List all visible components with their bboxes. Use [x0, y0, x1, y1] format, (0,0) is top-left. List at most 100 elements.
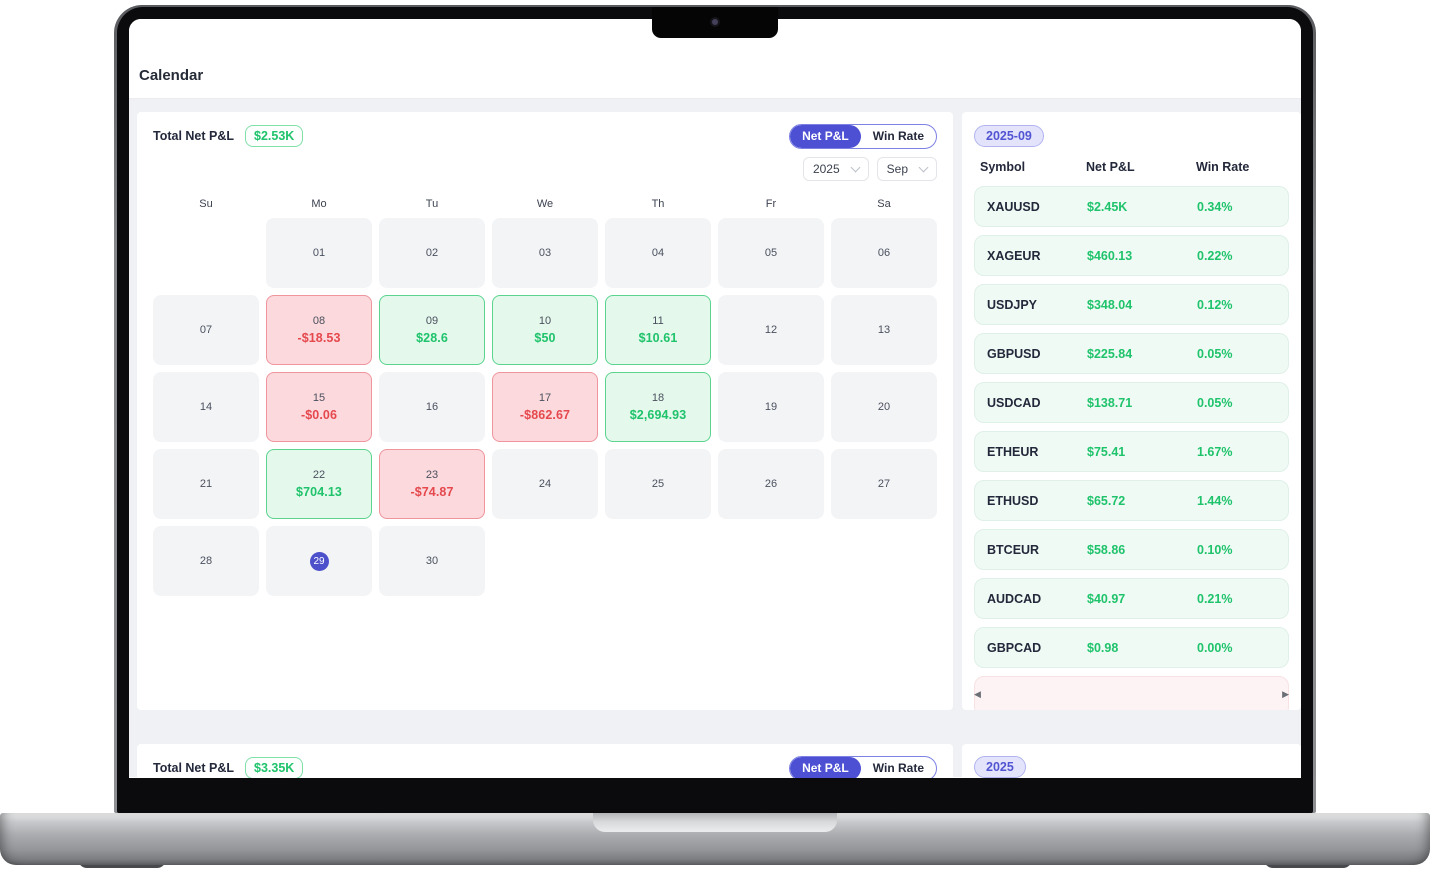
calendar-day-cell[interactable]: 17 -$862.67 [492, 372, 598, 442]
symbol-name: GBPCAD [987, 640, 1042, 655]
calendar-day-cell[interactable]: 25 [605, 449, 711, 519]
day-pnl-value: -$18.53 [297, 331, 341, 345]
day-pnl-value: -$0.06 [300, 408, 338, 422]
period-badge: 2025 [974, 756, 1026, 778]
symbol-row[interactable]: USDCAD $138.71 0.05% [974, 382, 1289, 423]
day-number: 22 [312, 469, 326, 481]
symbol-row[interactable]: USDJPY $348.04 0.12% [974, 284, 1289, 325]
page-title: Calendar [139, 67, 204, 84]
yearly-calendar-panel: Total Net P&L $3.35K Net P&L Win Rate [137, 744, 953, 778]
symbol-row[interactable]: XAUUSD $2.45K 0.34% [974, 186, 1289, 227]
day-number: 20 [877, 401, 891, 413]
day-number: 21 [199, 478, 213, 490]
day-number: 05 [764, 247, 778, 259]
symbol-name: USDCAD [987, 395, 1041, 410]
calendar-day-cell[interactable]: 22 $704.13 [266, 449, 372, 519]
symbol-row[interactable]: AUDCAD $40.97 0.21% [974, 578, 1289, 619]
calendar-day-cell[interactable]: 11 $10.61 [605, 295, 711, 365]
toggle-net-pnl[interactable]: Net P&L [790, 756, 861, 778]
scroll-right-icon[interactable]: ▶ [1282, 689, 1289, 699]
column-header: Win Rate [1196, 160, 1250, 174]
calendar-day-cell[interactable]: 21 [153, 449, 259, 519]
calendar-day-cell[interactable]: 18 $2,694.93 [605, 372, 711, 442]
calendar-day-cell[interactable]: 24 [492, 449, 598, 519]
symbol-row[interactable]: XAGEUR $460.13 0.22% [974, 235, 1289, 276]
symbol-net-pnl: $0.98 [1087, 640, 1119, 655]
day-number: 16 [425, 401, 439, 413]
calendar-day-cell[interactable]: 08 -$18.53 [266, 295, 372, 365]
calendar-day-cell[interactable]: 12 [718, 295, 824, 365]
calendar-day-cell[interactable]: 30 [379, 526, 485, 596]
day-pnl-value: $704.13 [296, 485, 342, 499]
calendar-day-cell[interactable]: 20 [831, 372, 937, 442]
calendar-day-cell[interactable]: 07 [153, 295, 259, 365]
month-select[interactable]: Sep [876, 157, 937, 181]
symbol-row[interactable]: ETHEUR $75.41 1.67% [974, 431, 1289, 472]
calendar-day-cell[interactable]: 04 [605, 218, 711, 288]
calendar-day-cell[interactable]: 10 $50 [492, 295, 598, 365]
chevron-down-icon [918, 162, 929, 173]
calendar-day-cell[interactable]: 23 -$74.87 [379, 449, 485, 519]
calendar-day-cell[interactable]: 03 [492, 218, 598, 288]
toggle-win-rate[interactable]: Win Rate [872, 129, 924, 143]
symbol-row[interactable]: GBPCAD $0.98 0.00% [974, 627, 1289, 668]
calendar-grid: 01 02 03 04 05 06 07 08 -$18.53 09 $28.6 10 $50 11 $10… [153, 218, 937, 596]
calendar-day-cell[interactable]: 02 [379, 218, 485, 288]
weekday-label: Sa [877, 198, 891, 210]
day-number: 07 [199, 324, 213, 336]
calendar-day-cell[interactable]: 19 [718, 372, 824, 442]
day-number: 02 [425, 247, 439, 259]
day-number: 12 [764, 324, 778, 336]
total-net-pnl-badge: $3.35K [245, 757, 304, 778]
laptop-base [0, 813, 1430, 865]
calendar-day-cell[interactable]: 06 [831, 218, 937, 288]
calendar-day-cell[interactable]: 28 [153, 526, 259, 596]
calendar-day-cell[interactable]: 01 [266, 218, 372, 288]
day-number: 14 [199, 401, 213, 413]
app-body: Total Net P&L $2.53K Net P&L Win Rate 20… [129, 99, 1301, 778]
symbol-row[interactable]: ETHUSD $65.72 1.44% [974, 480, 1289, 521]
day-number: 15 [312, 392, 326, 404]
symbol-win-rate: 0.22% [1197, 248, 1233, 263]
day-pnl-value: -$74.87 [410, 485, 454, 499]
day-pnl-value: -$862.67 [519, 408, 571, 422]
webcam-icon [710, 17, 720, 27]
calendar-day-cell[interactable]: 27 [831, 449, 937, 519]
scroll-left-icon[interactable]: ◀ [974, 689, 981, 699]
calendar-empty-slot [492, 526, 598, 596]
day-pnl-value: $10.61 [638, 331, 678, 345]
symbol-row-partial[interactable] [974, 676, 1289, 710]
symbol-rows: XAUUSD $2.45K 0.34% XAGEUR $460.13 0.22% USDJP… [974, 186, 1289, 710]
calendar-day-cell[interactable]: 15 -$0.06 [266, 372, 372, 442]
symbol-win-rate: 0.34% [1197, 199, 1233, 214]
toggle-win-rate[interactable]: Win Rate [872, 761, 924, 775]
calendar-day-cell[interactable]: 14 [153, 372, 259, 442]
day-number: 27 [877, 478, 891, 490]
laptop-notch [652, 7, 778, 38]
calendar-day-cell[interactable]: 13 [831, 295, 937, 365]
symbol-row[interactable]: BTCEUR $58.86 0.10% [974, 529, 1289, 570]
weekday-row: Su Mo Tu We Th Fr Sa [153, 198, 937, 210]
symbol-win-rate: 0.05% [1197, 395, 1233, 410]
symbol-row[interactable]: GBPUSD $225.84 0.05% [974, 333, 1289, 374]
month-select-value: Sep [886, 162, 908, 176]
symbols-panel: 2025-09 Symbol Net P&L Win Rate XAUUSD $2.4… [962, 112, 1301, 710]
metric-toggle: Net P&L Win Rate [789, 123, 937, 149]
symbol-win-rate: 0.00% [1197, 640, 1233, 655]
calendar-day-cell[interactable]: 09 $28.6 [379, 295, 485, 365]
toggle-net-pnl[interactable]: Net P&L [790, 124, 861, 148]
symbol-name: XAGEUR [987, 248, 1041, 263]
day-number: 26 [764, 478, 778, 490]
total-net-pnl-badge: $2.53K [245, 125, 304, 147]
total-net-pnl-label: Total Net P&L [153, 761, 235, 775]
day-number: 11 [652, 315, 664, 327]
calendar-empty-slot [718, 526, 824, 596]
calendar-day-cell[interactable]: 16 [379, 372, 485, 442]
day-number: 13 [877, 324, 891, 336]
symbol-net-pnl: $40.97 [1087, 591, 1126, 606]
calendar-day-cell[interactable]: 26 [718, 449, 824, 519]
calendar-day-cell[interactable]: 29 [266, 526, 372, 596]
calendar-day-cell[interactable]: 05 [718, 218, 824, 288]
calendar-empty-slot [605, 526, 711, 596]
year-select[interactable]: 2025 [802, 157, 869, 181]
